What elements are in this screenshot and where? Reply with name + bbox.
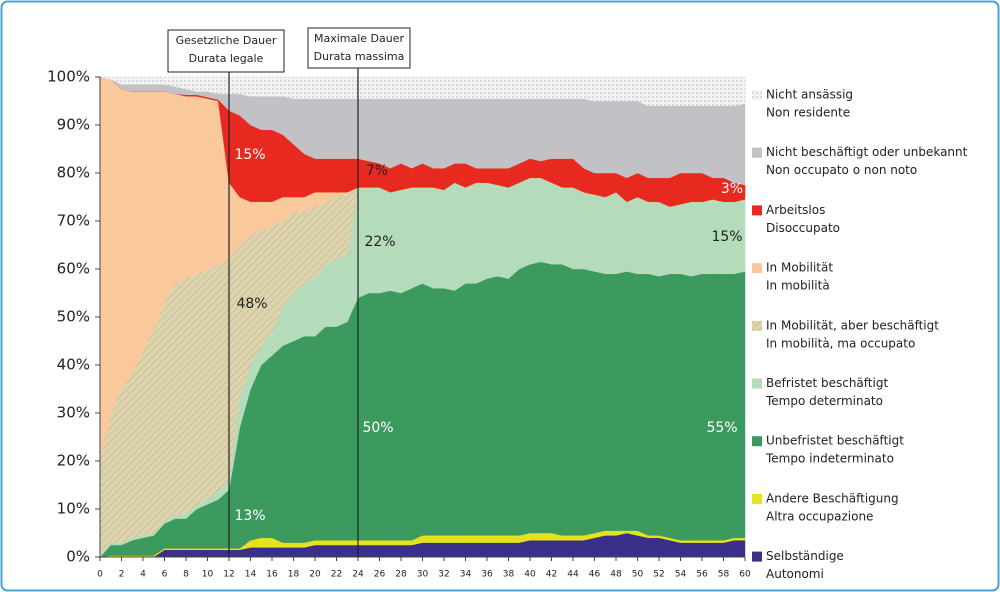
- legend-label: Andere Beschäftigung: [766, 491, 899, 505]
- x-tick-label: 60: [739, 570, 751, 580]
- legend-label: Befristet beschäftigt: [766, 376, 888, 390]
- reference-box: [167, 29, 285, 73]
- legend-label: Nicht ansässig: [766, 88, 853, 102]
- x-tick-label: 0: [97, 570, 103, 580]
- x-tick-label: 10: [202, 570, 214, 580]
- y-tick-label: 70%: [57, 212, 90, 230]
- reference-box: [307, 27, 411, 69]
- annotation: 48%: [236, 296, 267, 312]
- reference-label: Gesetzliche Dauer: [176, 34, 277, 47]
- legend-label: In mobilità: [766, 279, 830, 293]
- legend-label: In Mobilität, aber beschäftigt: [766, 318, 939, 332]
- legend-label: Autonomi: [766, 567, 824, 581]
- x-tick-label: 54: [675, 570, 687, 580]
- legend-swatch: [752, 551, 762, 562]
- annotation: 55%: [706, 420, 737, 436]
- legend-swatch: [752, 263, 762, 274]
- y-tick-label: 100%: [47, 68, 90, 86]
- x-tick-label: 6: [162, 570, 168, 580]
- y-tick-label: 20%: [57, 452, 90, 470]
- x-tick-label: 16: [266, 570, 278, 580]
- annotation: 15%: [234, 147, 265, 163]
- y-tick-label: 0%: [66, 548, 90, 566]
- reference-label: Durata legale: [189, 52, 264, 65]
- annotation: 50%: [362, 420, 393, 436]
- legend-label: Nicht beschäftigt oder unbekannt: [766, 145, 968, 159]
- x-tick-label: 4: [140, 570, 146, 580]
- annotation: 7%: [366, 163, 388, 179]
- x-tick-label: 46: [589, 570, 601, 580]
- legend-swatch: [752, 378, 762, 389]
- legend-label: In mobilità, ma occupato: [766, 336, 915, 350]
- legend-swatch: [752, 436, 762, 447]
- area: [99, 76, 746, 107]
- legend-label: Tempo indeterminato: [765, 452, 894, 466]
- legend-label: Unbefristet beschäftigt: [766, 434, 904, 448]
- legend-swatch: [752, 493, 762, 504]
- legend-swatch: [752, 90, 762, 100]
- x-tick-label: 50: [632, 570, 644, 580]
- y-tick-label: 40%: [57, 356, 90, 374]
- reference-label: Durata massima: [314, 50, 405, 63]
- legend-label: Altra occupazione: [766, 509, 873, 523]
- x-tick-label: 20: [309, 570, 321, 580]
- x-tick-label: 28: [395, 570, 407, 580]
- x-tick-label: 14: [245, 570, 257, 580]
- x-tick-label: 8: [183, 570, 189, 580]
- x-tick-label: 42: [546, 570, 557, 580]
- y-tick-label: 30%: [57, 404, 90, 422]
- legend-label: Arbeitslos: [766, 203, 825, 217]
- x-tick-label: 48: [610, 570, 622, 580]
- x-tick-label: 52: [653, 570, 664, 580]
- x-tick-label: 56: [696, 570, 708, 580]
- reference-label: Maximale Dauer: [314, 32, 405, 45]
- x-tick-label: 40: [524, 570, 536, 580]
- x-tick-label: 26: [374, 570, 386, 580]
- y-tick-label: 10%: [57, 500, 90, 518]
- annotation: 3%: [721, 181, 743, 197]
- legend-label: Non occupato o non noto: [766, 163, 917, 177]
- annotation: 22%: [364, 234, 395, 250]
- x-tick-label: 44: [567, 570, 579, 580]
- y-tick-label: 90%: [57, 116, 90, 134]
- legend-swatch: [752, 147, 762, 158]
- y-tick-label: 80%: [57, 164, 90, 182]
- x-tick-label: 12: [223, 570, 234, 580]
- legend-swatch: [752, 205, 762, 216]
- x-tick-label: 2: [119, 570, 125, 580]
- x-tick-label: 22: [331, 570, 342, 580]
- annotation: 13%: [234, 508, 265, 524]
- legend-label: In Mobilität: [766, 261, 833, 275]
- x-tick-label: 58: [718, 570, 730, 580]
- y-tick-label: 60%: [57, 260, 90, 278]
- x-tick-label: 34: [460, 570, 472, 580]
- x-tick-label: 38: [503, 570, 515, 580]
- y-tick-label: 50%: [57, 308, 90, 326]
- legend-swatch: [752, 320, 762, 331]
- legend-label: Selbständige: [766, 549, 844, 563]
- legend-label: Non residente: [766, 106, 850, 120]
- x-tick-label: 30: [417, 570, 429, 580]
- x-tick-label: 18: [288, 570, 300, 580]
- x-tick-label: 24: [352, 570, 364, 580]
- legend-label: Tempo determinato: [765, 394, 883, 408]
- legend-label: Disoccupato: [766, 221, 840, 235]
- annotation: 15%: [711, 229, 742, 245]
- x-tick-label: 32: [438, 570, 449, 580]
- x-tick-label: 36: [481, 570, 493, 580]
